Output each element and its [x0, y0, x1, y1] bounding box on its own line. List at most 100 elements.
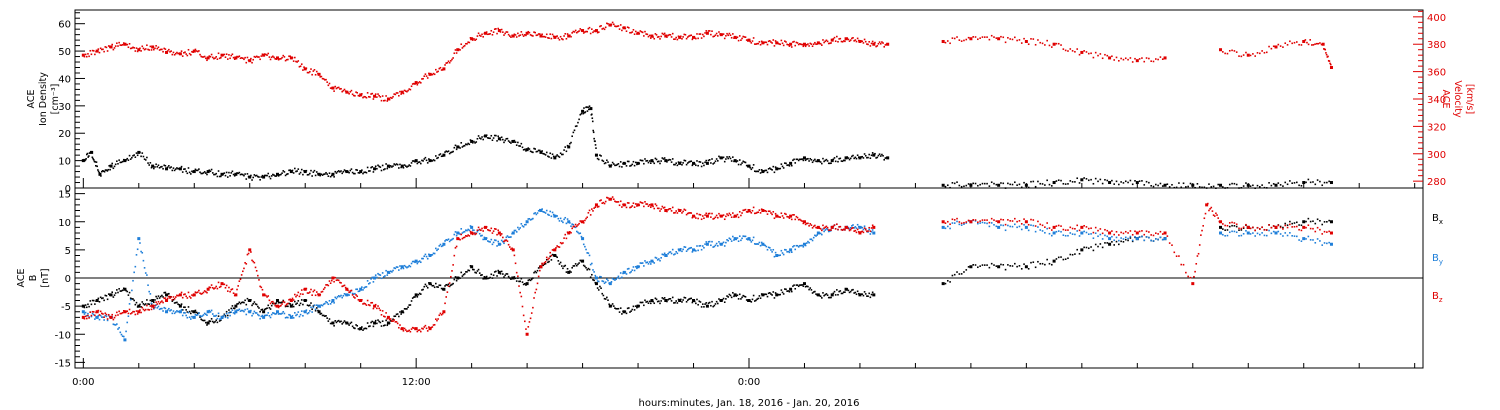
velocity-sample — [643, 35, 645, 37]
velocity-sample — [347, 91, 349, 94]
bz-sample — [129, 312, 132, 315]
bz-point — [428, 327, 432, 331]
bx-sample — [839, 290, 842, 292]
bz-sample — [1194, 270, 1196, 273]
density-sample — [354, 172, 356, 175]
by-sample — [714, 244, 717, 247]
velocity-sample — [953, 37, 956, 40]
velocity-sample — [674, 38, 676, 40]
density-sample — [120, 161, 123, 164]
by-sample — [83, 313, 86, 315]
velocity-point — [747, 38, 751, 42]
velocity-sample — [1069, 48, 1072, 50]
by-sample — [1120, 237, 1122, 239]
by-sample — [320, 304, 323, 306]
bz-sample — [577, 224, 579, 226]
by-sample — [460, 228, 463, 230]
bx-sample — [266, 307, 268, 309]
by-sample — [774, 251, 777, 254]
by-sample — [607, 279, 609, 282]
bz-sample — [949, 223, 951, 226]
velocity-sample — [1228, 49, 1231, 52]
bx-point — [1302, 220, 1306, 224]
bz-sample — [144, 308, 147, 311]
bx-sample — [354, 327, 356, 330]
bz-sample — [1224, 224, 1226, 227]
bx-sample — [131, 298, 133, 300]
by-sample — [242, 309, 244, 312]
by-sample — [349, 291, 352, 294]
by-sample — [535, 213, 538, 216]
velocity-sample — [741, 37, 743, 40]
bx-sample — [804, 285, 807, 288]
density-sample — [564, 146, 567, 148]
density-sample — [95, 164, 97, 167]
density-sample — [810, 159, 813, 161]
by-sample — [244, 308, 246, 311]
velocity-sample — [153, 48, 155, 51]
bz-sample — [547, 258, 549, 261]
density-sample — [1057, 179, 1060, 181]
by-point — [331, 299, 335, 302]
density-point — [802, 156, 806, 160]
velocity-sample — [1071, 50, 1074, 52]
bx-sample — [802, 285, 805, 287]
bz-sample — [445, 296, 448, 298]
velocity-sample — [288, 55, 290, 58]
density-sample — [242, 173, 244, 176]
by-sample — [614, 279, 616, 281]
velocity-point — [705, 31, 709, 35]
bz-sample — [127, 312, 130, 315]
velocity-sample — [819, 42, 822, 45]
density-sample — [514, 141, 517, 143]
bz-sample — [208, 286, 211, 289]
velocity-sample — [668, 33, 671, 36]
density-sample — [169, 167, 171, 169]
velocity-sample — [1222, 51, 1224, 53]
bx-point — [719, 299, 723, 302]
bz-sample — [485, 226, 488, 228]
bx-sample — [792, 285, 794, 287]
velocity-point — [1302, 39, 1306, 43]
bz-sample — [209, 286, 212, 289]
density-sample — [576, 125, 578, 127]
bz-sample — [1113, 233, 1115, 236]
velocity-sample — [956, 36, 958, 38]
by-sample — [411, 260, 414, 263]
bz-sample — [710, 216, 712, 218]
bz-point — [872, 225, 876, 229]
bx-sample — [418, 292, 421, 295]
bz-sample — [228, 286, 230, 289]
velocity-point — [692, 35, 696, 39]
bx-sample — [621, 313, 623, 315]
by-point — [581, 237, 585, 241]
bx-point — [858, 293, 862, 297]
bz-sample — [148, 309, 150, 311]
bx-point — [206, 321, 210, 325]
velocity-sample — [121, 43, 124, 46]
by-sample — [1011, 225, 1014, 228]
bx-sample — [741, 296, 743, 299]
velocity-sample — [532, 35, 534, 37]
velocity-sample — [244, 56, 246, 59]
density-sample — [1074, 181, 1076, 183]
bz-sample — [192, 294, 194, 297]
bx-sample — [428, 282, 430, 284]
velocity-sample — [329, 87, 332, 89]
density-point — [98, 172, 102, 176]
bz-sample — [505, 239, 508, 241]
bx-sample — [753, 300, 756, 302]
bz-sample — [593, 207, 595, 209]
bz-sample — [864, 228, 867, 231]
bz-sample — [202, 291, 205, 294]
by-sample — [459, 233, 461, 235]
velocity-sample — [388, 98, 391, 101]
bz-sample — [515, 271, 518, 274]
bx-sample — [419, 293, 422, 295]
bz-sample — [534, 291, 536, 294]
velocity-sample — [113, 47, 116, 49]
by-point — [608, 282, 612, 286]
density-sample — [146, 156, 148, 159]
bx-sample — [334, 320, 337, 322]
velocity-sample — [334, 85, 337, 88]
